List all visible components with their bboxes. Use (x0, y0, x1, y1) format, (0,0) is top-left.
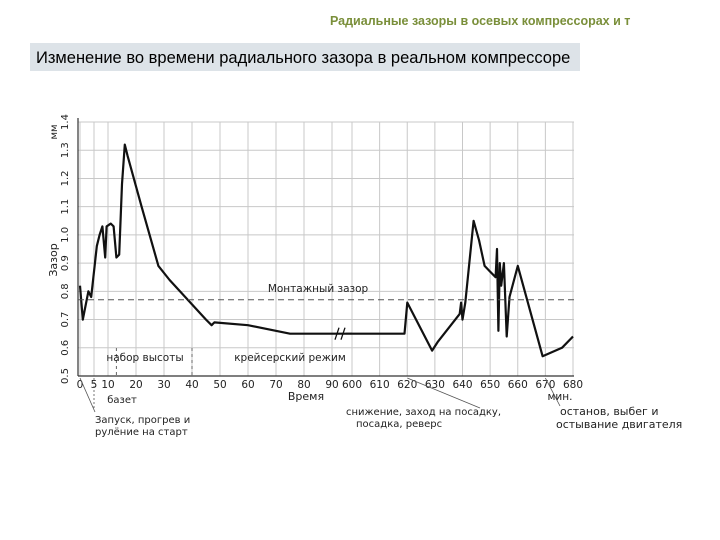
climb-label: набор высоты (106, 352, 183, 364)
x-tick-label: 50 (213, 379, 226, 391)
x-axis-label: Время (288, 390, 324, 403)
x-tick-label: 610 (370, 379, 390, 391)
x-tick-label: 10 (101, 379, 114, 391)
y-tick-label: 1.1 (60, 199, 71, 215)
slide-title: Изменение во времени радиального зазора … (36, 49, 571, 67)
presentation-header: Радиальные зазоры в осевых компрессорах … (330, 14, 631, 28)
y-tick-label: 1.0 (60, 227, 71, 243)
axis-break-mark (334, 327, 346, 340)
chart-series (78, 143, 574, 358)
y-tick-label: 1.3 (60, 142, 71, 158)
x-tick-label: 40 (185, 379, 198, 391)
shutdown-leader (545, 377, 561, 407)
y-tick-label: 1.2 (60, 170, 71, 186)
x-tick-label: 90 (325, 379, 338, 391)
clearance-line-segment-2 (352, 219, 574, 358)
chart-annotations: Монтажный зазор набор высоты крейсерский р… (78, 283, 682, 438)
y-tick-label: 1.4 (60, 114, 71, 130)
y-tick-label: 0.5 (60, 368, 71, 384)
x-tick-label: 650 (480, 379, 500, 391)
x-tick-label: 60 (241, 379, 254, 391)
x-tick-label: 660 (508, 379, 528, 391)
cruise-label: крейсерский режим (234, 352, 346, 364)
y-tick-label: 0.7 (60, 312, 71, 328)
taxi-label: базет (107, 395, 137, 406)
y-tick-label: 0.6 (60, 340, 71, 356)
y-unit-label: мм (49, 124, 60, 139)
x-unit-label: мин. (548, 391, 573, 403)
x-tick-label: 600 (342, 379, 362, 391)
start-label: Запуск, прогрев и рулёние на старт (95, 415, 190, 438)
x-tick-label: 680 (563, 379, 583, 391)
y-axis-label: Зазор (47, 243, 60, 276)
clearance-line-segment-1 (78, 143, 346, 335)
shutdown-label: останов, выбег и остывание двигателя (556, 405, 682, 431)
y-tick-label: 0.9 (60, 255, 71, 271)
x-tick-label: 80 (297, 379, 310, 391)
chart-tick-labels: 0.5 0.6 0.7 0.8 0.9 1.0 1.1 1.2 1.3 1.4мм Зазор 0 5 1… (47, 114, 583, 403)
x-tick-label: 640 (452, 379, 472, 391)
x-tick-label: 30 (157, 379, 170, 391)
x-tick-label: 5 (91, 379, 98, 391)
chart-grid (78, 121, 574, 377)
x-tick-label: 0 (77, 379, 84, 391)
descent-leader (407, 377, 481, 409)
x-tick-label: 630 (425, 379, 445, 391)
x-tick-label: 20 (129, 379, 142, 391)
x-tick-label: 70 (269, 379, 282, 391)
descent-label: снижение, заход на посадку, посадка, реве… (346, 407, 501, 430)
chart-axes (77, 118, 574, 377)
start-leader (79, 377, 96, 413)
x-tick-label: 670 (535, 379, 555, 391)
slide-title-box (30, 43, 580, 71)
mounting-gap-label: Монтажный зазор (268, 283, 369, 295)
y-tick-label: 0.8 (60, 283, 71, 299)
x-tick-label: 620 (397, 379, 417, 391)
